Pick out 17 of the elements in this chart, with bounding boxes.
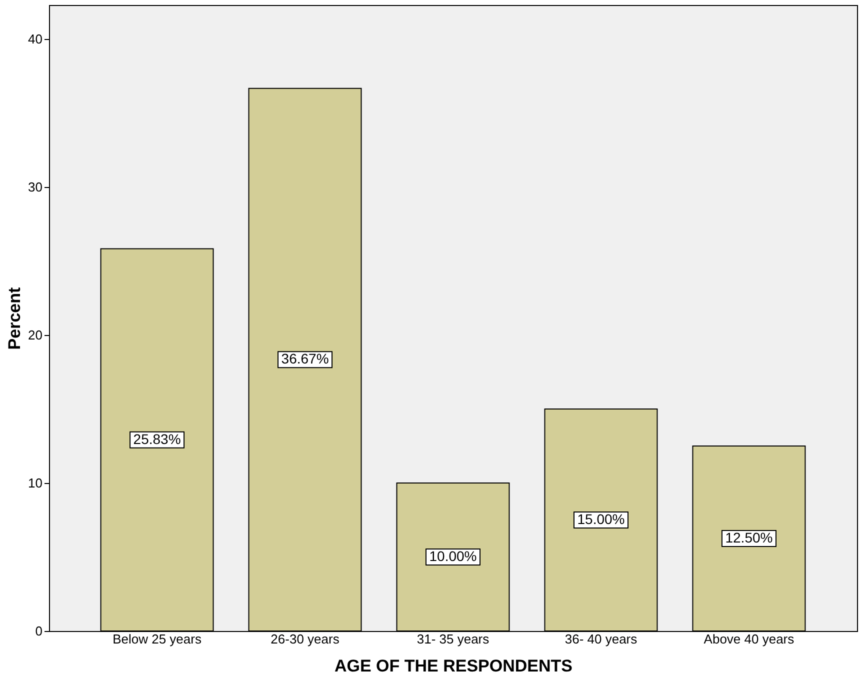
y-tick-label: 20 bbox=[28, 328, 42, 343]
x-tick-label: Above 40 years bbox=[704, 632, 795, 646]
x-tick-label: Below 25 years bbox=[112, 632, 202, 646]
data-label: 15.00% bbox=[577, 511, 625, 528]
y-tick-label: 10 bbox=[28, 476, 42, 491]
x-tick-label: 31- 35 years bbox=[416, 632, 490, 646]
y-axis-title: Percent bbox=[5, 286, 24, 350]
y-tick-label: 30 bbox=[28, 180, 42, 195]
y-tick-label: 40 bbox=[28, 32, 42, 47]
x-axis-title: AGE OF THE RESPONDENTS bbox=[334, 656, 573, 676]
data-label: 12.50% bbox=[725, 530, 773, 546]
data-label: 10.00% bbox=[429, 548, 477, 564]
data-label: 25.83% bbox=[133, 430, 181, 447]
x-tick-label: 26-30 years bbox=[270, 632, 340, 646]
data-label: 36.67% bbox=[281, 350, 329, 367]
x-tick-label: 36- 40 years bbox=[564, 632, 638, 646]
y-tick-label: 0 bbox=[35, 624, 42, 638]
